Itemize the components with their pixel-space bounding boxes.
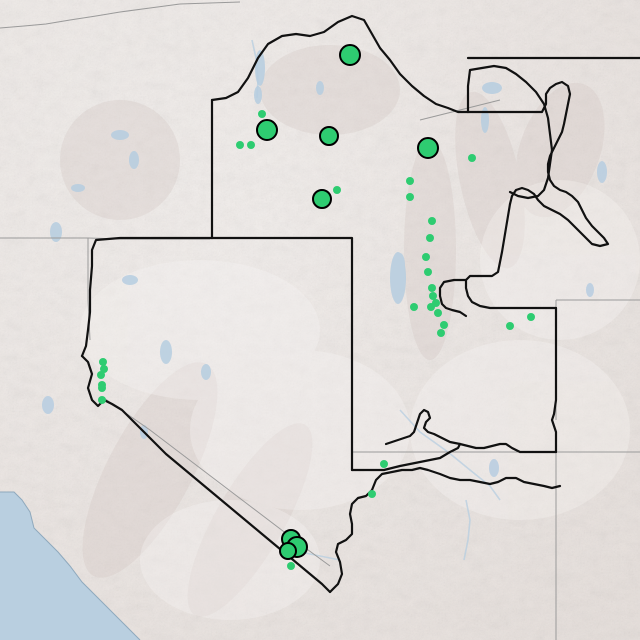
border-idaho-montana-east xyxy=(466,64,554,200)
border-oregon-south xyxy=(80,236,214,358)
occurrence-marker[interactable] xyxy=(98,396,106,404)
lakes xyxy=(42,50,607,477)
occurrence-marker[interactable] xyxy=(287,562,295,570)
occurrence-marker[interactable] xyxy=(279,542,297,560)
border-california-north xyxy=(80,354,106,408)
occurrence-marker[interactable] xyxy=(368,490,376,498)
occurrence-marker[interactable] xyxy=(258,110,266,118)
border-arizona-nevada-notch xyxy=(384,408,462,446)
border-oregon-idaho xyxy=(210,14,470,114)
border-utah-arizona xyxy=(458,442,558,454)
occurrence-marker[interactable] xyxy=(437,329,445,337)
rivers xyxy=(251,39,501,561)
occurrence-marker[interactable] xyxy=(410,303,418,311)
border-nevada-idaho-utah xyxy=(210,236,354,472)
border-nevada-arizona xyxy=(328,466,562,594)
occurrence-marker[interactable] xyxy=(406,177,414,185)
border-id-mt-thin xyxy=(419,99,501,121)
occurrence-marker[interactable] xyxy=(427,303,435,311)
occurrence-marker[interactable] xyxy=(426,234,434,242)
occurrence-marker[interactable] xyxy=(97,371,105,379)
occurrence-marker[interactable] xyxy=(434,309,442,317)
occurrence-marker[interactable] xyxy=(100,365,108,373)
coastline xyxy=(0,491,141,640)
occurrence-marker[interactable] xyxy=(339,44,361,66)
occurrence-marker[interactable] xyxy=(236,141,244,149)
occurrence-marker[interactable] xyxy=(256,119,278,141)
occurrence-marker[interactable] xyxy=(319,126,339,146)
border-california-nevada-diagonal xyxy=(102,398,332,594)
occurrence-marker[interactable] xyxy=(506,322,514,330)
occurrence-marker[interactable] xyxy=(429,292,437,300)
border-wa-or xyxy=(0,1,241,29)
occurrence-marker[interactable] xyxy=(422,253,430,261)
border-idaho-utah-south xyxy=(438,278,468,318)
occurrence-marker[interactable] xyxy=(424,268,432,276)
occurrence-marker[interactable] xyxy=(428,284,436,292)
border-utah-colorado xyxy=(550,306,558,454)
occurrence-marker[interactable] xyxy=(428,217,436,225)
occurrence-marker[interactable] xyxy=(468,154,476,162)
occurrence-marker[interactable] xyxy=(440,321,448,329)
occurrence-marker[interactable] xyxy=(99,358,107,366)
occurrence-marker[interactable] xyxy=(98,384,106,392)
occurrence-marker[interactable] xyxy=(380,460,388,468)
valley-shading xyxy=(80,180,640,620)
occurrence-marker[interactable] xyxy=(333,186,341,194)
border-utah-nevada-south-step xyxy=(350,442,462,472)
border-idaho-yellowstone-notch xyxy=(466,80,610,248)
occurrence-marker[interactable] xyxy=(432,299,440,307)
occurrence-marker[interactable] xyxy=(247,141,255,149)
state-borders-major xyxy=(80,14,640,594)
occurrence-marker[interactable] xyxy=(406,193,414,201)
occurrence-marker[interactable] xyxy=(527,313,535,321)
occurrence-marker[interactable] xyxy=(417,137,439,159)
occurrence-marker[interactable] xyxy=(312,189,332,209)
